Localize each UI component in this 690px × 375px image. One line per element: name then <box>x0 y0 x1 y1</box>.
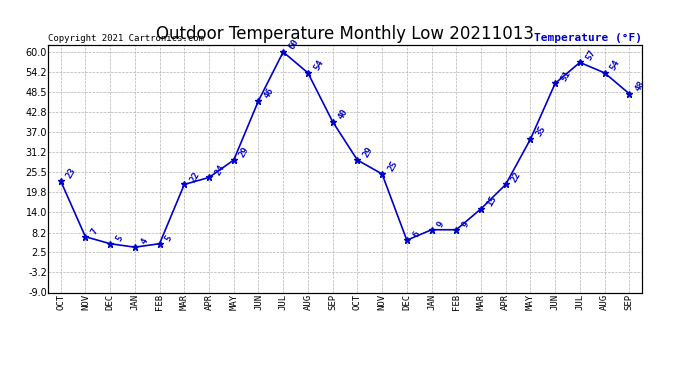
Text: 48: 48 <box>633 79 647 93</box>
Text: 24: 24 <box>213 163 226 177</box>
Text: 9: 9 <box>460 220 471 229</box>
Text: 22: 22 <box>510 170 523 184</box>
Text: Temperature (°F): Temperature (°F) <box>533 33 642 42</box>
Text: 29: 29 <box>238 146 251 159</box>
Text: 5: 5 <box>164 234 174 243</box>
Text: 54: 54 <box>312 58 325 72</box>
Text: 51: 51 <box>560 69 573 82</box>
Text: 9: 9 <box>435 220 446 229</box>
Text: 29: 29 <box>362 146 375 159</box>
Text: 57: 57 <box>584 48 598 62</box>
Text: Copyright 2021 Cartronics.com: Copyright 2021 Cartronics.com <box>48 33 204 42</box>
Text: 15: 15 <box>485 194 498 208</box>
Text: 23: 23 <box>65 166 78 180</box>
Text: 4: 4 <box>139 237 150 246</box>
Text: 60: 60 <box>287 38 301 51</box>
Title: Outdoor Temperature Monthly Low 20211013: Outdoor Temperature Monthly Low 20211013 <box>156 26 534 44</box>
Text: 7: 7 <box>90 227 100 236</box>
Text: 46: 46 <box>263 86 276 100</box>
Text: 35: 35 <box>535 124 548 138</box>
Text: 22: 22 <box>188 170 201 184</box>
Text: 6: 6 <box>411 230 422 239</box>
Text: 40: 40 <box>337 107 350 121</box>
Text: 54: 54 <box>609 58 622 72</box>
Text: 5: 5 <box>115 234 125 243</box>
Text: 25: 25 <box>386 159 400 173</box>
